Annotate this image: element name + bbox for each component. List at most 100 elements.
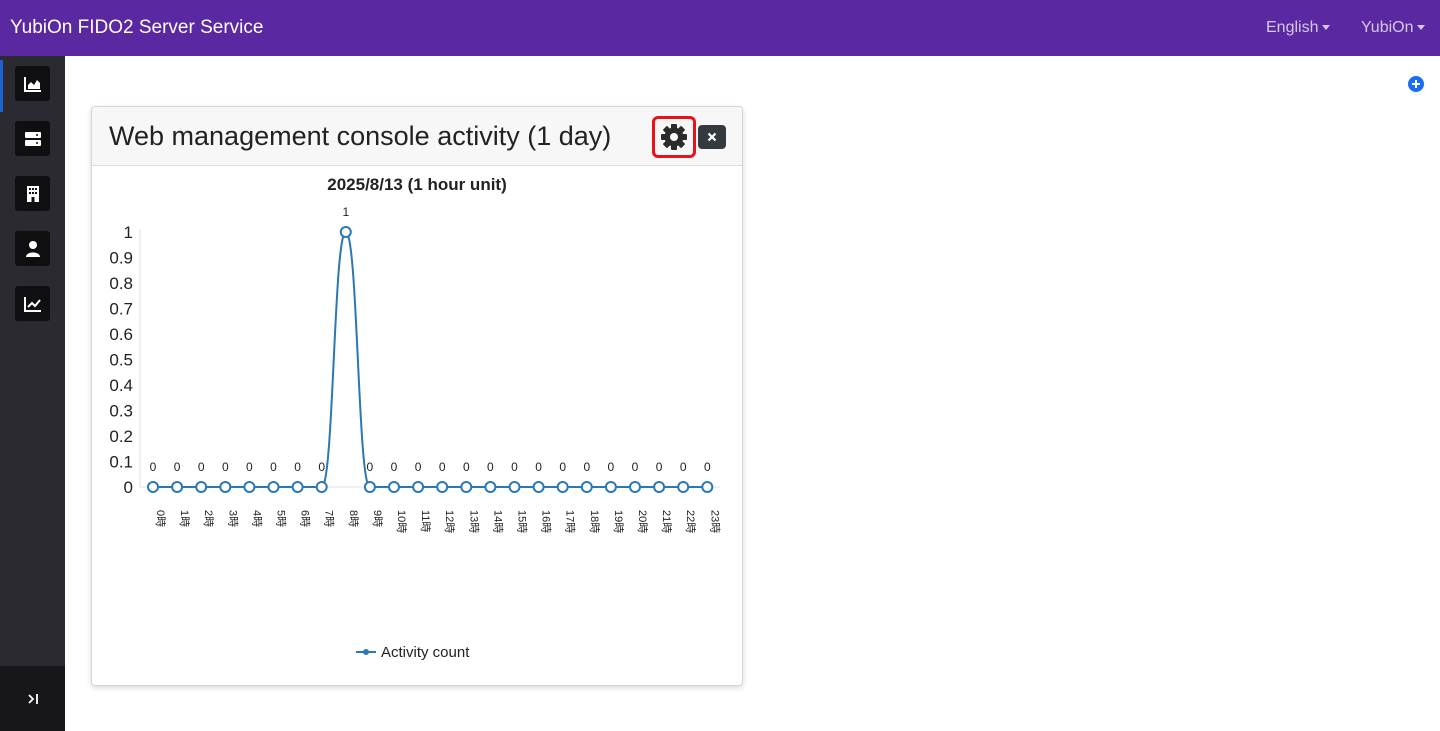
sidebar-item-servers[interactable]: [15, 121, 50, 156]
data-label: 0: [632, 460, 639, 474]
data-point: [388, 481, 400, 493]
app-brand[interactable]: YubiOn FIDO2 Server Service: [10, 17, 264, 38]
data-point: [604, 481, 617, 493]
series-line: [152, 230, 708, 489]
data-point: [195, 481, 208, 493]
chart-title: 2025/8/13 (1 hour unit): [327, 175, 507, 194]
data-point: [436, 481, 449, 493]
data-label: 0: [583, 460, 590, 474]
settings-button[interactable]: [652, 116, 696, 158]
data-label: 0: [198, 460, 205, 474]
gear-icon: [661, 124, 687, 150]
data-point: [629, 481, 641, 493]
add-widget-button[interactable]: [1408, 76, 1424, 92]
x-tick-label: 19時: [612, 510, 625, 533]
data-point: [315, 481, 328, 493]
top-navbar: YubiOn FIDO2 Server Service English Yubi…: [0, 0, 1440, 56]
y-tick-label: 0.5: [109, 351, 133, 370]
data-point: [147, 481, 159, 493]
data-label: 0: [704, 460, 711, 474]
data-label: 0: [246, 460, 253, 474]
sidebar-item-reports[interactable]: [15, 286, 50, 321]
sidebar-item-dashboard[interactable]: [15, 66, 50, 101]
data-label: 0: [270, 460, 277, 474]
y-tick-label: 0: [124, 478, 133, 497]
chevron-down-icon: [1322, 25, 1331, 31]
data-point: [267, 481, 280, 493]
data-label: 0: [150, 460, 157, 474]
data-point: [580, 481, 593, 493]
x-tick-label: 3時: [226, 510, 239, 527]
data-label: 0: [608, 460, 615, 474]
data-point: [701, 481, 714, 493]
data-point: [171, 481, 184, 493]
data-point: [508, 481, 521, 493]
language-label: English: [1266, 19, 1319, 36]
y-tick-label: 0.3: [109, 402, 133, 421]
data-label: 0: [535, 460, 542, 474]
data-label: 0: [391, 460, 398, 474]
server-icon: [24, 131, 41, 146]
data-point: [556, 481, 569, 493]
sidebar-item-users[interactable]: [15, 231, 50, 266]
close-icon: [707, 132, 717, 142]
data-point: [460, 481, 473, 493]
activity-line-chart: 2025/8/13 (1 hour unit) 1 0.9 0.8 0.7 0.6 0.5 0…: [109, 175, 721, 661]
x-tick-label: 0時: [154, 510, 167, 527]
data-label: 0: [559, 460, 566, 474]
area-chart-icon: [23, 76, 41, 92]
data-label: 0: [174, 460, 181, 474]
x-tick-label: 4時: [250, 510, 263, 527]
legend-label: Activity count: [381, 644, 470, 661]
data-point: [653, 481, 666, 493]
data-point: [412, 481, 425, 493]
data-label: 1: [342, 205, 349, 219]
sidebar-active-indicator: [0, 60, 3, 112]
sidebar: [0, 56, 65, 731]
data-label: 0: [439, 460, 446, 474]
x-tick-label: 16時: [540, 510, 553, 533]
data-label: 0: [415, 460, 422, 474]
x-tick-label: 6時: [299, 510, 312, 527]
data-label: 0: [463, 460, 470, 474]
data-point: [243, 481, 256, 493]
x-tick-label: 13時: [467, 510, 480, 533]
x-tick-label: 9時: [371, 510, 384, 527]
x-tick-label: 17時: [564, 510, 577, 533]
y-tick-label: 0.4: [109, 376, 133, 395]
data-point: [363, 481, 376, 493]
x-tick-label: 2時: [202, 510, 215, 527]
x-tick-label: 15時: [516, 510, 529, 533]
x-tick-label: 11時: [419, 510, 432, 532]
data-label: 0: [222, 460, 229, 474]
sidebar-collapse-button[interactable]: [0, 666, 65, 731]
data-point: [291, 481, 304, 493]
x-tick-label: 10時: [395, 510, 408, 533]
chevron-down-icon: [1417, 25, 1426, 31]
x-tick-label: 1時: [178, 510, 191, 527]
line-chart-icon: [23, 296, 41, 312]
activity-widget: Web management console activity (1 day) …: [91, 106, 743, 686]
collapse-icon: [27, 693, 38, 704]
data-label: 0: [656, 460, 663, 474]
legend-swatch-marker: [363, 649, 369, 655]
y-tick-label: 0.8: [109, 274, 133, 293]
widget-title: Web management console activity (1 day): [109, 121, 612, 151]
close-widget-button[interactable]: [698, 125, 726, 149]
x-tick-label: 7時: [323, 510, 336, 527]
y-tick-label: 0.1: [109, 453, 133, 472]
data-point: [484, 481, 497, 493]
x-tick-label: 12時: [443, 510, 456, 533]
y-tick-label: 0.9: [109, 249, 133, 268]
x-tick-label: 8時: [347, 510, 360, 527]
x-tick-label: 20時: [636, 510, 649, 533]
x-tick-label: 5時: [275, 510, 288, 527]
x-tick-label: 18時: [588, 510, 601, 533]
sidebar-item-organizations[interactable]: [15, 176, 50, 211]
language-dropdown[interactable]: English: [1266, 19, 1331, 37]
x-tick-label: 22時: [684, 510, 697, 533]
x-tick-label: 21時: [660, 510, 673, 533]
user-dropdown[interactable]: YubiOn: [1361, 19, 1426, 37]
user-icon: [25, 240, 40, 257]
user-label: YubiOn: [1361, 19, 1414, 36]
